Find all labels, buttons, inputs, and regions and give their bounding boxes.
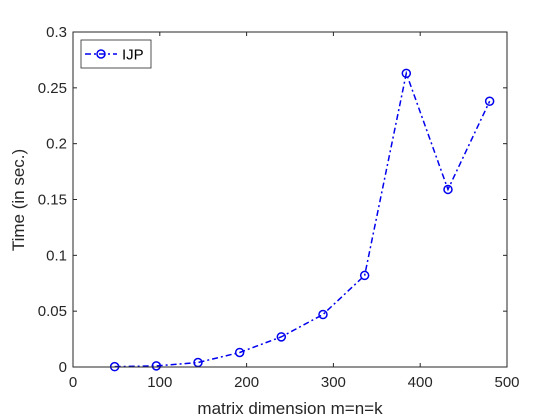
legend: IJP <box>80 39 152 69</box>
data-point <box>359 270 370 281</box>
y-tick-label: 0.25 <box>38 80 67 97</box>
data-point <box>276 332 287 342</box>
axes-box <box>72 31 508 368</box>
data-point <box>234 347 245 358</box>
data-point <box>484 96 495 106</box>
legend-circle-marker-icon <box>96 49 106 59</box>
y-tick-label: 0 <box>59 359 67 376</box>
data-point <box>401 68 412 79</box>
x-tick-label: 400 <box>408 374 433 391</box>
plot-area <box>73 32 507 367</box>
x-tick-label: 0 <box>69 374 77 391</box>
y-tick-label: 0.15 <box>38 192 67 209</box>
data-point <box>443 184 453 195</box>
x-tick-label: 200 <box>234 374 259 391</box>
y-tick-label: 0.05 <box>38 303 67 320</box>
x-tick-label: 500 <box>494 374 519 391</box>
y-axis-label: Time (in sec.) <box>9 149 28 251</box>
y-tick-label: 0.1 <box>46 247 67 264</box>
x-axis-label: matrix dimension m=n=k <box>197 399 383 418</box>
x-tick-label: 100 <box>147 374 172 391</box>
x-tick-labels: 0 100 200 300 400 500 <box>69 374 520 391</box>
y-tick-labels: 0 0.05 0.1 0.15 0.2 0.25 0.3 <box>38 24 67 376</box>
x-tick-label: 300 <box>321 374 346 391</box>
y-tick-label: 0.2 <box>46 136 67 153</box>
data-point <box>151 361 162 371</box>
y-tick-label: 0.3 <box>46 24 67 41</box>
legend-label: IJP <box>122 47 144 64</box>
data-point <box>318 309 328 320</box>
